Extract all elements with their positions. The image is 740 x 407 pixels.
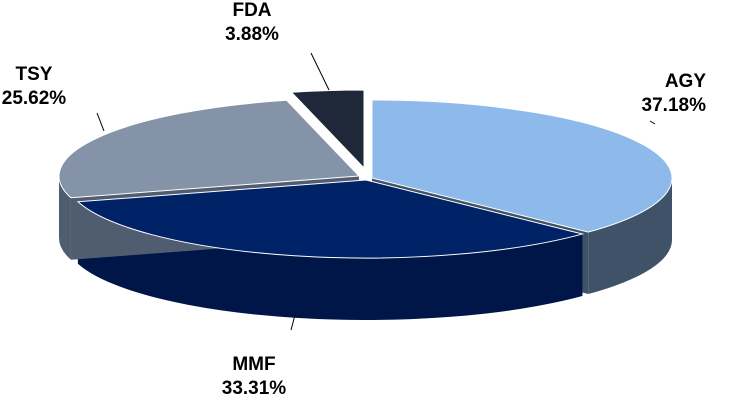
leader-line-mmf: [290, 314, 296, 331]
pie-labels: AGY 37.18% MMF 33.31% TSY 25.62% FDA 3.88%: [2, 0, 707, 399]
leader-line-fda: [310, 52, 330, 91]
slice-value-mmf: 33.31%: [222, 378, 287, 399]
slice-label-tsy: TSY: [16, 64, 53, 85]
slice-agy: [371, 99, 673, 233]
slice-value-fda: 3.88%: [225, 24, 279, 45]
slice-side-mmf: [77, 201, 583, 321]
slice-label-fda: FDA: [232, 0, 271, 21]
slice-side-tsy: [59, 176, 71, 260]
leader-line-agy: [649, 120, 656, 125]
slice-fda: [290, 89, 365, 170]
slice-value-tsy: 25.62%: [2, 88, 67, 109]
slice-tsy: [58, 99, 361, 199]
slice-label-agy: AGY: [665, 71, 707, 92]
leader-line-tsy: [96, 112, 105, 132]
slice-label-mmf: MMF: [232, 354, 275, 375]
slice-mmf: [76, 179, 585, 259]
slice-value-agy: 37.18%: [642, 95, 707, 116]
pie-tops: [58, 89, 673, 259]
